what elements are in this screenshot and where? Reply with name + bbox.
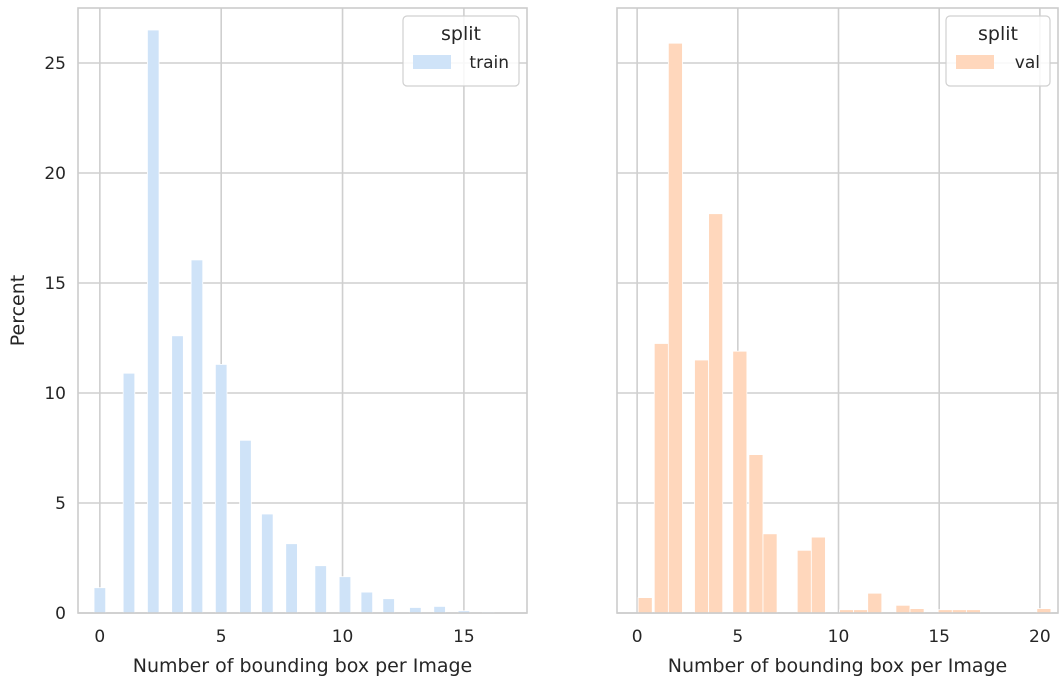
y-tick-label: 10	[44, 384, 66, 404]
y-tick-label: 25	[44, 54, 66, 74]
bar-val-12	[867, 592, 883, 614]
bar-train-10	[338, 576, 352, 614]
legend-label-val: val	[1015, 53, 1040, 73]
left-histogram-panel: Percent Number of bounding box per Image…	[7, 7, 528, 677]
bar-train-11	[360, 591, 374, 614]
bar-train-8	[285, 543, 298, 614]
x-axis-label-right: Number of bounding box per Image	[668, 655, 1007, 677]
axes-frame	[616, 7, 1059, 614]
gridlines	[78, 8, 527, 614]
x-tick-label: 5	[732, 627, 743, 647]
bar-val-1	[653, 343, 669, 614]
bar-val-9	[810, 536, 826, 614]
bar-train-0	[93, 587, 107, 614]
y-tick-label: 5	[55, 494, 66, 514]
legend-title: split	[978, 23, 1018, 45]
bar-val-5	[732, 350, 748, 614]
bar-train-6	[239, 439, 252, 614]
bar-train-5	[214, 363, 228, 614]
bar-val-13	[895, 604, 911, 614]
bar-val-7	[762, 533, 778, 614]
x-tick-label: 0	[632, 627, 643, 647]
bar-val-0	[637, 597, 653, 614]
legend-label-train: train	[469, 53, 509, 73]
bar-train-7	[261, 513, 274, 614]
x-tick-label: 0	[94, 627, 105, 647]
x-tick-label: 20	[1029, 627, 1051, 647]
legend: split val	[945, 15, 1051, 87]
legend-title: split	[441, 23, 481, 45]
legend-swatch-val	[956, 55, 994, 69]
bar-train-12	[382, 598, 395, 614]
bar-val-2	[667, 42, 683, 614]
bar-train-1	[122, 372, 136, 614]
y-tick-label: 20	[44, 164, 66, 184]
x-tick-label: 5	[216, 627, 227, 647]
bar-train-13	[409, 607, 422, 614]
x-tick-label: 10	[828, 627, 850, 647]
bar-train-14	[433, 606, 446, 614]
y-tick-label: 15	[44, 274, 66, 294]
y-tick-label: 0	[55, 604, 66, 624]
bar-val-6	[748, 454, 764, 614]
bar-val-8	[796, 549, 812, 614]
y-axis-label: Percent	[7, 275, 29, 347]
right-histogram-panel: Number of bounding box per Image 0 5 10 15 2…	[616, 7, 1059, 677]
histogram-bars	[637, 42, 1052, 614]
bar-train-4	[190, 259, 204, 614]
legend-swatch-train	[413, 55, 451, 69]
bar-train-2	[147, 29, 160, 614]
x-axis-label-left: Number of bounding box per Image	[133, 655, 472, 677]
bar-val-3	[694, 359, 710, 614]
legend: split train	[402, 15, 520, 87]
axes-frame	[77, 7, 528, 614]
bar-val-4	[708, 213, 724, 614]
bar-train-3	[171, 335, 184, 614]
x-tick-label: 10	[332, 627, 354, 647]
histogram-bars	[93, 29, 495, 614]
bar-train-9	[314, 565, 327, 614]
gridlines	[617, 8, 1058, 614]
x-tick-label: 15	[453, 627, 475, 647]
x-tick-label: 15	[928, 627, 950, 647]
